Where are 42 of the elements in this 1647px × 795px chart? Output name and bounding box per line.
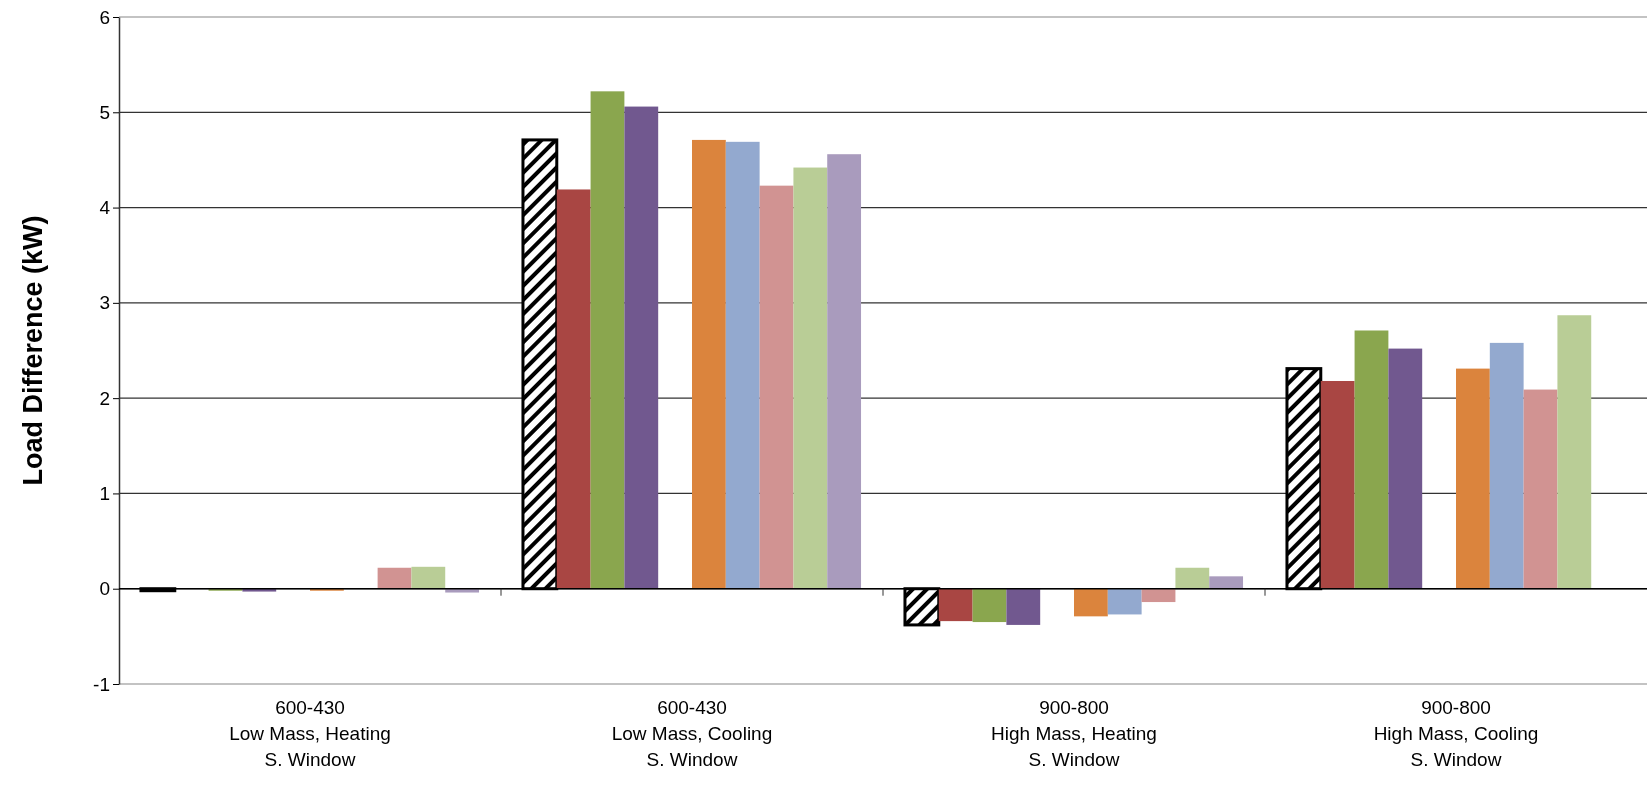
bar [1141,588,1176,603]
bar [590,91,625,589]
y-tick-label: 3 [99,292,110,314]
bar [938,588,973,622]
bar [1175,567,1210,589]
bar [1523,389,1558,589]
bar [1456,368,1490,589]
x-tick-label: 900-800 High Mass, Cooling S. Window [1373,697,1539,770]
bar [242,588,277,592]
x-tick-label: 600-430 Low Mass, Cooling S. Window [611,697,773,770]
bar [1320,380,1355,589]
bar [972,588,1007,623]
y-tick-label: 5 [99,101,110,123]
y-tick-label: -1 [93,673,110,695]
bar [725,141,760,589]
bar [208,588,243,591]
y-axis-title: Load Difference (kW) [18,215,48,486]
bar [310,588,344,591]
bar [556,189,591,589]
bar [377,567,412,589]
bar [1209,576,1244,589]
bar [793,167,828,589]
bar [1354,330,1389,589]
x-tick-label: 600-430 Low Mass, Heating S. Window [229,697,391,770]
bar [827,154,862,589]
y-tick-label: 1 [99,483,110,505]
bar [1074,588,1108,617]
bar [1388,348,1423,589]
bar [1489,342,1524,589]
x-tick-label: 900-800 High Mass, Heating S. Window [991,697,1157,770]
bar [411,566,446,589]
bar [692,139,726,589]
bar [1006,588,1041,625]
bar [1557,315,1592,589]
y-tick-label: 0 [99,578,110,600]
y-tick-label: 2 [99,387,110,409]
y-tick-label: 6 [99,6,110,28]
bar [1107,588,1142,615]
bar [445,588,480,593]
y-tick-label: 4 [99,197,111,219]
bar [624,106,659,589]
bar [759,185,794,589]
